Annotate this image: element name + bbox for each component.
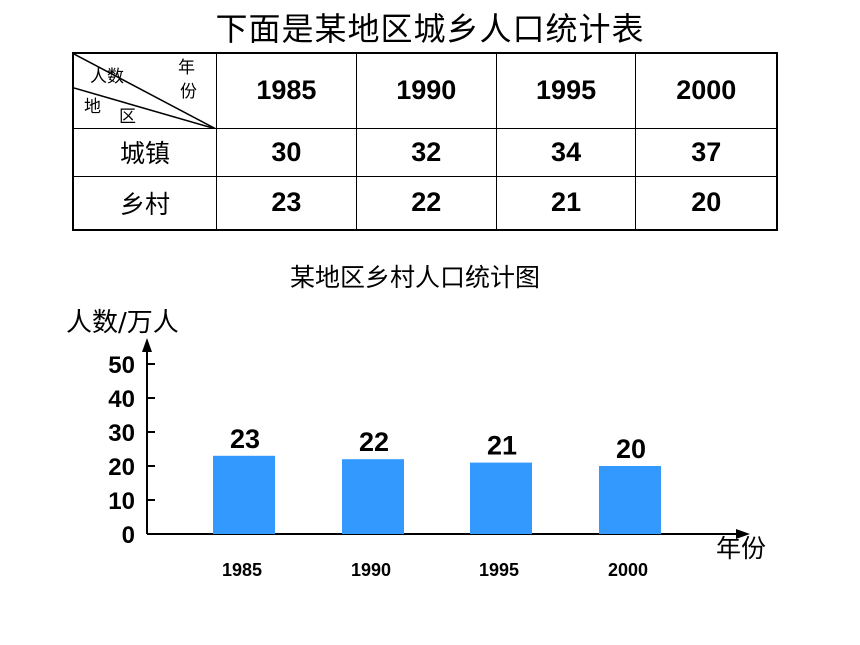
y-tick-label: 40: [108, 386, 135, 413]
table-cell: 32: [355, 127, 497, 177]
y-tick-label: 0: [122, 522, 135, 549]
corner-population-label: 人数: [90, 67, 124, 87]
bar-value-label: 22: [359, 427, 389, 457]
x-tick-label: 2000: [608, 560, 648, 580]
corner-region-label-1: 地: [84, 97, 101, 117]
table-header-row: 人数 年 份 地 区 1985 1990 1995 2000: [72, 52, 778, 129]
corner-year-label-1: 年: [178, 58, 195, 78]
bar-value-label: 21: [487, 431, 517, 461]
corner-year-label-2: 份: [180, 82, 197, 102]
y-tick-label: 30: [108, 420, 135, 447]
bar-2000: [599, 466, 661, 534]
year-header-2000: 2000: [635, 52, 778, 129]
row-label-rural: 乡村: [72, 175, 217, 231]
diagonal-header-cell: 人数 年 份 地 区: [72, 52, 217, 129]
table-cell: 20: [635, 175, 778, 231]
y-tick-label: 50: [108, 352, 135, 379]
bar-value-label: 20: [616, 434, 646, 464]
bar-1985: [213, 455, 275, 534]
population-table: 人数 年 份 地 区 1985 1990 1995 2000 城镇 30 32 …: [72, 52, 778, 231]
table-cell: 23: [216, 175, 357, 231]
diagonal-lines: [74, 54, 216, 129]
bar-1990: [342, 459, 404, 534]
year-header-1990: 1990: [355, 52, 497, 129]
bar-value-label: 23: [230, 424, 260, 454]
y-tick-label: 10: [108, 488, 135, 515]
table-cell: 21: [495, 175, 637, 231]
table-cell: 22: [355, 175, 497, 231]
table-row-urban: 城镇 30 32 34 37: [72, 127, 778, 177]
y-tick-label: 20: [108, 454, 135, 481]
y-axis-label: 人数/万人: [66, 308, 179, 338]
table-row-rural: 乡村 23 22 21 20: [72, 175, 778, 231]
row-label-urban: 城镇: [72, 127, 217, 177]
table-title: 下面是某地区城乡人口统计表: [215, 10, 645, 48]
y-axis-arrow-icon: [142, 338, 152, 352]
x-tick-label: 1985: [222, 560, 262, 580]
x-tick-label: 1990: [351, 560, 391, 580]
chart-title: 某地区乡村人口统计图: [289, 263, 540, 292]
x-axis-arrow-icon: [736, 529, 750, 539]
x-tick-label: 1995: [479, 560, 519, 580]
table-cell: 37: [635, 127, 778, 177]
year-header-1995: 1995: [495, 52, 637, 129]
corner-region-label-2: 区: [119, 107, 136, 127]
year-header-1985: 1985: [216, 52, 357, 129]
x-axis-label: 年份: [716, 534, 766, 563]
bar-1995: [470, 462, 532, 534]
table-cell: 30: [216, 127, 357, 177]
